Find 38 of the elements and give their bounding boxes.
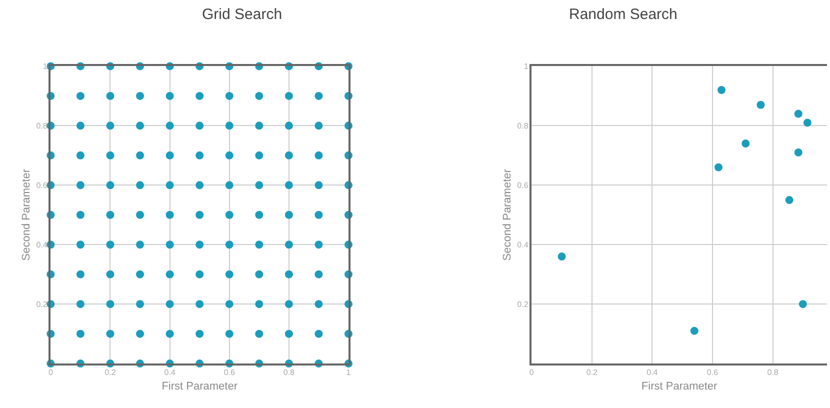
y-tick-label: 0.4 xyxy=(36,240,48,250)
point xyxy=(718,86,726,94)
x-tick-label: 0.2 xyxy=(586,368,598,377)
point xyxy=(558,252,566,261)
point xyxy=(794,110,802,118)
point xyxy=(798,300,807,308)
x-tick-label: 0.2 xyxy=(104,368,116,377)
y-axis-title: Second Parameter xyxy=(501,168,514,261)
point xyxy=(794,148,802,156)
point xyxy=(803,118,812,127)
chart-title: Grid Search xyxy=(202,6,282,23)
point xyxy=(714,163,722,172)
y-tick-label: 1 xyxy=(42,62,48,72)
y-tick-label: 0.2 xyxy=(517,300,529,309)
x-tick-label: 0.8 xyxy=(283,368,296,377)
x-tick-label: 0.4 xyxy=(646,368,658,377)
x-axis-title: First Parameter xyxy=(162,380,238,393)
y-tick-label: 0.6 xyxy=(517,180,529,190)
y-tick-label: 0.8 xyxy=(517,121,529,130)
x-tick-label: 0.6 xyxy=(224,368,236,377)
x-tick-label: 1 xyxy=(346,368,352,377)
y-tick-label: 0.8 xyxy=(36,121,48,130)
x-axis-title: First Parameter xyxy=(641,380,718,393)
point xyxy=(690,326,698,335)
point xyxy=(742,140,750,148)
point xyxy=(756,100,765,109)
point xyxy=(785,196,794,204)
y-tick-label: 0.4 xyxy=(517,240,529,250)
x-tick-label: 0 xyxy=(529,368,534,377)
y-tick-label: 0.6 xyxy=(36,180,48,190)
chart-title: Random Search xyxy=(569,6,678,23)
y-tick-label: 1 xyxy=(524,62,529,72)
y-axis-title: Second Parameter xyxy=(20,168,32,261)
x-tick-label: 0 xyxy=(48,368,54,377)
x-tick-label: 0.6 xyxy=(706,368,719,377)
x-tick-label: 0.4 xyxy=(164,368,176,377)
x-tick-label: 0.8 xyxy=(767,368,779,377)
y-tick-label: 0.2 xyxy=(36,300,48,309)
